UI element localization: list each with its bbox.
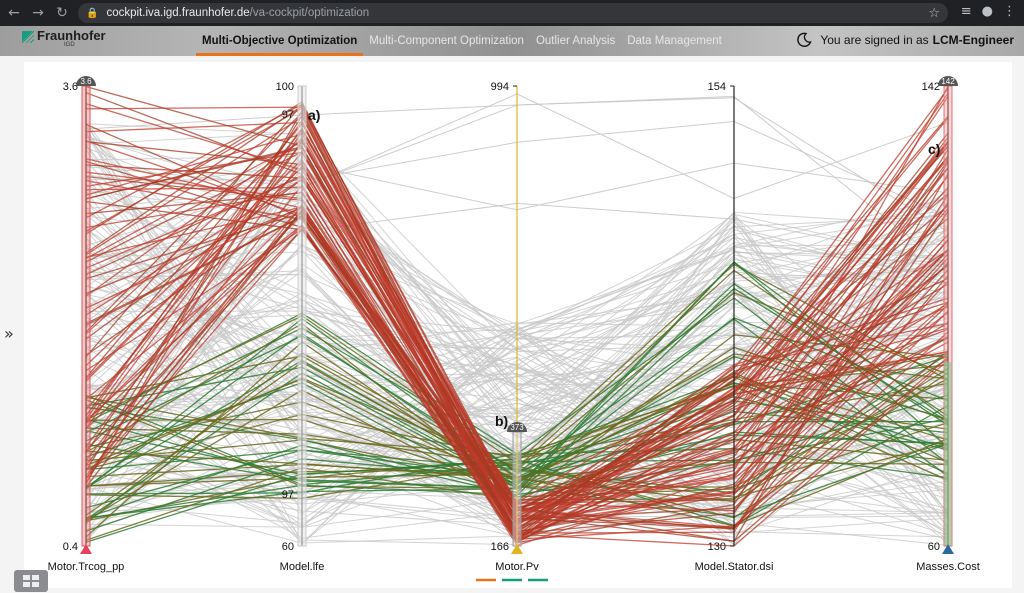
- brush-cap-masses-cost[interactable]: 142: [938, 76, 958, 86]
- brush-cap-motor-pv[interactable]: 373: [507, 422, 527, 432]
- main-content: » 3.6 0.4 Motor.Trcog_pp 100 60 Model.lfe 994 1…: [0, 56, 1024, 593]
- annotation-b: b): [495, 413, 508, 429]
- back-arrow-icon[interactable]: ←: [8, 5, 20, 21]
- axis-min-label: 130: [708, 541, 726, 553]
- axis-max-label: 100: [276, 81, 294, 93]
- brush-handle[interactable]: [507, 422, 527, 432]
- lock-icon: 🔒: [86, 7, 99, 19]
- axis-min-label: 60: [282, 541, 294, 553]
- brush-cap-motor-trcog-pp[interactable]: 3.6: [76, 76, 96, 86]
- brush-motor-pv[interactable]: [512, 431, 522, 547]
- axis-marker-triangle[interactable]: [80, 544, 92, 554]
- axis-tick-label: 97: [282, 109, 294, 121]
- brush-model-lfe[interactable]: [297, 85, 307, 547]
- axis-title: Motor.Pv: [495, 561, 539, 573]
- brush-handle-label: 373: [510, 423, 524, 432]
- axis-max-label: 994: [491, 81, 509, 93]
- bookmark-star-icon[interactable]: ☆: [928, 5, 940, 21]
- brush-masses-cost-lower: [944, 362, 952, 546]
- fraunhofer-logo-icon: [22, 31, 34, 43]
- axis-title: Model.Stator.dsi: [695, 561, 774, 573]
- axis-tick-label: 97: [282, 489, 294, 501]
- axis-motor-trcog_pp[interactable]: 3.6 0.4 Motor.Trcog_pp: [48, 81, 125, 573]
- annotation-a: a): [308, 107, 320, 123]
- brush-handle-label: 142: [941, 77, 955, 86]
- brush-handle-label: 3.6: [80, 77, 92, 86]
- axis-max-label: 154: [708, 81, 726, 93]
- signed-in-user: LCM-Engineer: [932, 33, 1014, 47]
- grid-icon: [23, 575, 39, 587]
- url-host: cockpit.iva.igd.fraunhofer.de: [106, 7, 250, 19]
- expand-sidebar-icon[interactable]: »: [4, 324, 14, 343]
- chart-panel: 3.6 0.4 Motor.Trcog_pp 100 60 Model.lfe 994 166…: [24, 62, 1012, 588]
- axis-model-stator-dsi[interactable]: 154 130 Model.Stator.dsi: [695, 81, 774, 573]
- logo-subtext: IGD: [64, 42, 75, 48]
- url-path: /va-cockpit/optimization: [249, 7, 370, 19]
- user-status: You are signed in as LCM-Engineer: [796, 32, 1014, 48]
- axis-max-label: 3.6: [63, 81, 78, 93]
- tab-multi-component-optimization[interactable]: Multi-Component Optimization: [369, 35, 524, 47]
- tab-outlier-analysis[interactable]: Outlier Analysis: [535, 35, 616, 47]
- parallel-coordinates-chart[interactable]: 3.6 0.4 Motor.Trcog_pp 100 60 Model.lfe 994 166…: [24, 62, 1012, 588]
- logo-text: Fraunhofer: [37, 28, 106, 43]
- forward-arrow-icon[interactable]: →: [32, 5, 44, 21]
- browser-toolbar: ← → ↻ 🔒 cockpit.iva.igd.fraunhofer.de/va…: [0, 0, 1024, 26]
- browser-menu-icon[interactable]: ⋮: [1003, 4, 1016, 19]
- fraunhofer-logo[interactable]: Fraunhofer: [22, 29, 106, 43]
- axis-masses-cost[interactable]: 142 60 Masses.Cost: [916, 81, 980, 573]
- axis-max-label: 142: [922, 81, 940, 93]
- address-bar[interactable]: 🔒 cockpit.iva.igd.fraunhofer.de/va-cockp…: [78, 3, 948, 23]
- brush-motor-trcog-pp[interactable]: [81, 85, 91, 547]
- reload-icon[interactable]: ↻: [56, 5, 68, 21]
- axis-title: Model.lfe: [280, 561, 325, 573]
- axis-min-label: 166: [491, 541, 509, 553]
- annotation-c: c): [928, 141, 940, 157]
- tab-multi-objective-optimization[interactable]: Multi-Objective Optimization: [196, 26, 364, 56]
- axis-min-label: 60: [928, 541, 940, 553]
- axis-title: Masses.Cost: [916, 561, 980, 573]
- axis-marker-triangle[interactable]: [511, 544, 523, 554]
- axis-marker-triangle[interactable]: [942, 544, 954, 554]
- axis-motor-pv[interactable]: 994 166 Motor.Pv: [491, 81, 540, 573]
- dark-mode-moon-icon[interactable]: [796, 32, 812, 48]
- axis-title: Motor.Trcog_pp: [48, 561, 125, 573]
- axis-min-label: 0.4: [63, 541, 78, 553]
- signed-in-text: You are signed in as: [820, 33, 929, 47]
- brush-handle[interactable]: [938, 76, 958, 86]
- grid-view-button[interactable]: [14, 570, 48, 592]
- reading-list-icon[interactable]: ≡: [960, 4, 972, 19]
- brush-handle[interactable]: [76, 76, 96, 86]
- profile-avatar-icon[interactable]: ●: [981, 4, 993, 19]
- main-tabs: Multi-Objective Optimization Multi-Compo…: [196, 26, 728, 56]
- tab-data-management[interactable]: Data Management: [627, 35, 722, 47]
- app-header: Fraunhofer IGD Multi-Objective Optimizat…: [0, 26, 1024, 56]
